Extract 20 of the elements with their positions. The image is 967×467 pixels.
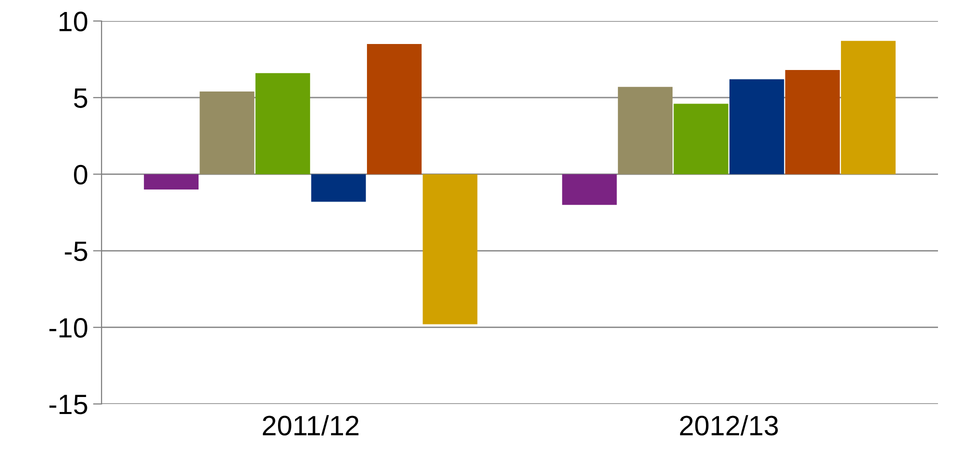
bar [255, 73, 310, 174]
bar [840, 40, 896, 174]
bar [200, 91, 254, 174]
y-tick-label: -5 [64, 242, 88, 262]
bar [729, 79, 784, 174]
bar [618, 86, 673, 174]
bar [785, 70, 840, 174]
bar [562, 174, 617, 205]
bar [311, 174, 366, 202]
y-tick-label: 5 [74, 88, 88, 108]
y-tick-label: -15 [49, 394, 88, 414]
bar [674, 104, 728, 174]
y-tick-label: 0 [74, 164, 88, 185]
bar [366, 44, 422, 174]
bar [422, 174, 478, 324]
y-tick-label: 10 [60, 12, 88, 32]
bar [144, 174, 199, 190]
x-tick-label: 2011/12 [262, 415, 358, 436]
y-tick-label: -10 [49, 318, 88, 338]
x-tick-label: 2012/13 [680, 415, 778, 436]
